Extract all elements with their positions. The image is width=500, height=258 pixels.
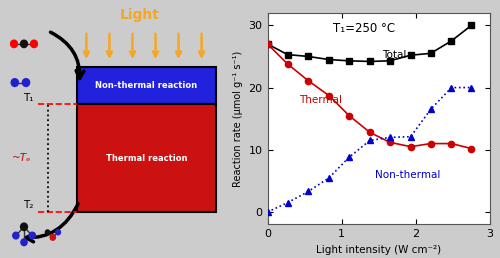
Text: Thermal: Thermal xyxy=(298,95,342,105)
Circle shape xyxy=(11,79,18,86)
Text: ~Tₑ: ~Tₑ xyxy=(12,153,32,163)
Circle shape xyxy=(50,235,56,240)
Circle shape xyxy=(20,223,28,231)
Circle shape xyxy=(46,230,50,235)
Circle shape xyxy=(10,40,18,47)
Bar xyxy=(77,104,216,212)
Circle shape xyxy=(22,79,30,86)
Circle shape xyxy=(30,40,38,47)
Text: T₁=250 °C: T₁=250 °C xyxy=(333,22,395,35)
Y-axis label: Reaction rate (μmol g⁻¹ s⁻¹): Reaction rate (μmol g⁻¹ s⁻¹) xyxy=(233,51,243,187)
Circle shape xyxy=(20,40,28,47)
Text: T₂: T₂ xyxy=(23,200,34,210)
Circle shape xyxy=(13,232,19,239)
Bar xyxy=(77,67,216,104)
Circle shape xyxy=(56,230,60,235)
Text: Total: Total xyxy=(382,50,407,60)
Text: T₁: T₁ xyxy=(23,93,34,103)
Text: Light: Light xyxy=(120,9,159,22)
Circle shape xyxy=(29,232,35,239)
X-axis label: Light intensity (W cm⁻²): Light intensity (W cm⁻²) xyxy=(316,245,442,255)
Text: Non-thermal reaction: Non-thermal reaction xyxy=(96,81,198,90)
Text: Thermal reaction: Thermal reaction xyxy=(106,154,187,163)
Circle shape xyxy=(21,239,27,246)
Text: Non-thermal: Non-thermal xyxy=(375,170,440,180)
